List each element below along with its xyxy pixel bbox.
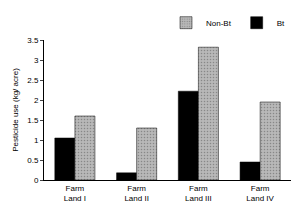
- svg-text:3.5: 3.5: [27, 36, 39, 45]
- svg-text:Bt: Bt: [277, 19, 285, 28]
- svg-text:FarmLand IV: FarmLand IV: [246, 184, 274, 203]
- svg-text:2: 2: [34, 96, 39, 105]
- svg-text:3: 3: [34, 56, 39, 65]
- svg-text:Non-Bt: Non-Bt: [206, 19, 232, 28]
- svg-text:1: 1: [34, 136, 39, 145]
- svg-text:0.5: 0.5: [27, 156, 39, 165]
- svg-text:FarmLand II: FarmLand II: [124, 184, 148, 203]
- svg-text:FarmLand III: FarmLand III: [185, 184, 212, 203]
- svg-text:FarmLand I: FarmLand I: [64, 184, 86, 203]
- svg-text:1.5: 1.5: [27, 116, 39, 125]
- svg-text:0: 0: [34, 176, 39, 185]
- svg-text:Pesticide use (kg/ acre): Pesticide use (kg/ acre): [11, 68, 20, 152]
- svg-text:2.5: 2.5: [27, 76, 39, 85]
